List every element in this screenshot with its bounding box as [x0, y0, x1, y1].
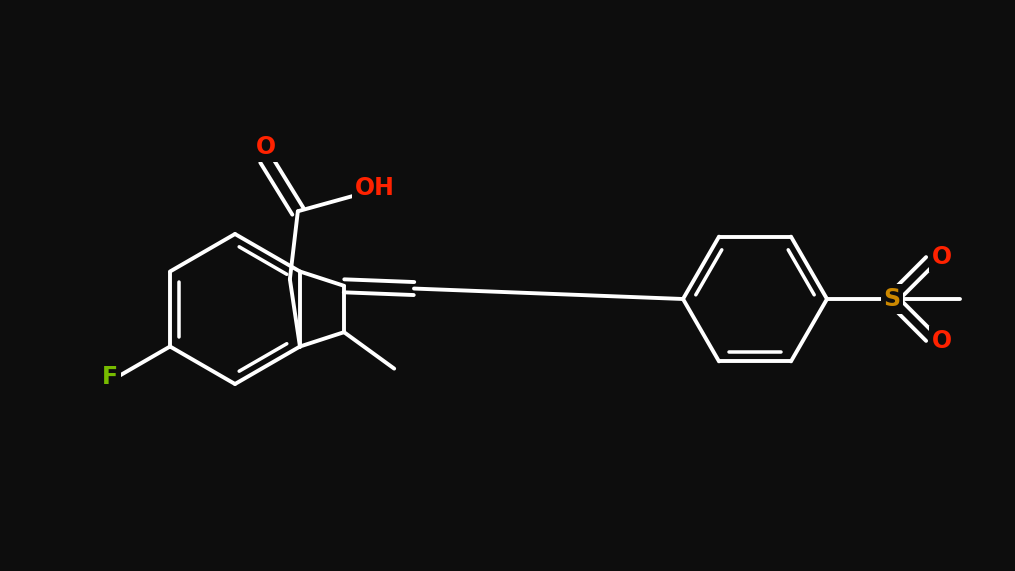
- Text: O: O: [256, 135, 276, 159]
- Text: O: O: [932, 245, 952, 269]
- Text: F: F: [103, 364, 118, 388]
- Text: S: S: [883, 287, 900, 311]
- Text: O: O: [932, 329, 952, 353]
- Text: OH: OH: [355, 176, 395, 200]
